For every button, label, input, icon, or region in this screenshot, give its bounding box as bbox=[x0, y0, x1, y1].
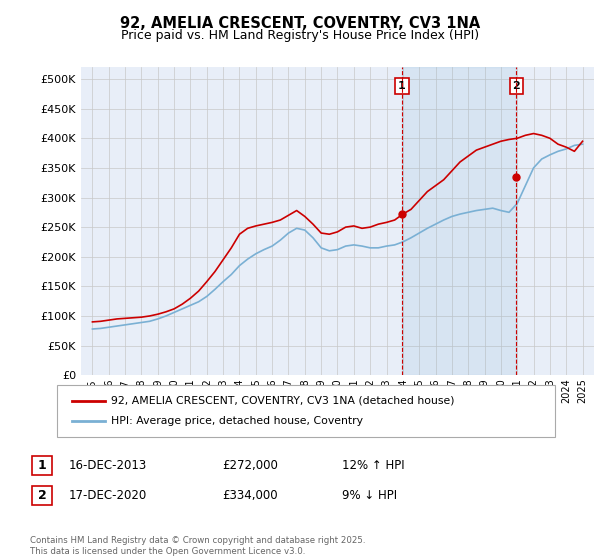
Text: 92, AMELIA CRESCENT, COVENTRY, CV3 1NA: 92, AMELIA CRESCENT, COVENTRY, CV3 1NA bbox=[120, 16, 480, 31]
Text: 92, AMELIA CRESCENT, COVENTRY, CV3 1NA (detached house): 92, AMELIA CRESCENT, COVENTRY, CV3 1NA (… bbox=[111, 396, 455, 406]
Text: Contains HM Land Registry data © Crown copyright and database right 2025.
This d: Contains HM Land Registry data © Crown c… bbox=[30, 536, 365, 556]
Text: 2: 2 bbox=[38, 489, 46, 502]
Text: Price paid vs. HM Land Registry's House Price Index (HPI): Price paid vs. HM Land Registry's House … bbox=[121, 29, 479, 42]
Bar bbox=[402, 67, 517, 375]
Text: 12% ↑ HPI: 12% ↑ HPI bbox=[342, 459, 404, 473]
Text: 9% ↓ HPI: 9% ↓ HPI bbox=[342, 489, 397, 502]
Text: £272,000: £272,000 bbox=[222, 459, 278, 473]
Text: £334,000: £334,000 bbox=[222, 489, 278, 502]
Text: 2: 2 bbox=[512, 81, 520, 91]
Text: 1: 1 bbox=[398, 81, 406, 91]
Text: 17-DEC-2020: 17-DEC-2020 bbox=[69, 489, 147, 502]
Text: 16-DEC-2013: 16-DEC-2013 bbox=[69, 459, 147, 473]
Text: HPI: Average price, detached house, Coventry: HPI: Average price, detached house, Cove… bbox=[111, 416, 363, 426]
Text: 1: 1 bbox=[38, 459, 46, 473]
